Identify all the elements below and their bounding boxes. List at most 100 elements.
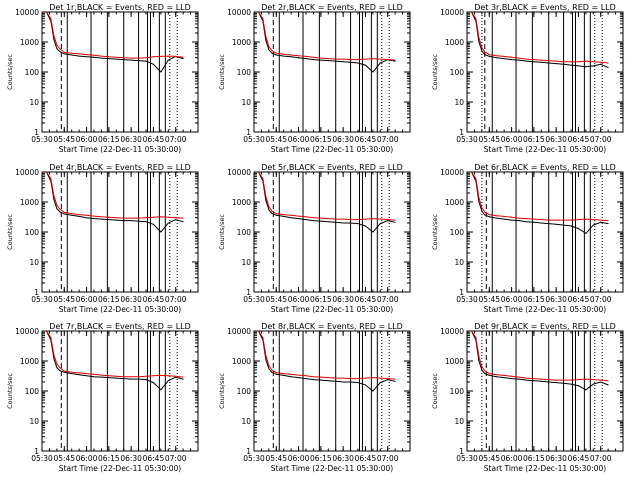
data-point-events — [290, 56, 292, 58]
data-point-events — [93, 56, 95, 58]
data-point-events — [335, 221, 337, 223]
x-tick-label: 05:45 — [478, 135, 500, 144]
plot-area — [46, 12, 184, 132]
data-point-events — [115, 58, 117, 60]
data-point-events — [570, 225, 572, 227]
panel-4: Det 4r,BLACK = Events, RED = LLD 1 10 100 10… — [6, 163, 199, 314]
data-point-events — [108, 219, 110, 221]
x-tick-label: 07:00 — [377, 135, 399, 144]
data-point-lld — [182, 217, 184, 219]
data-point-events — [56, 48, 58, 50]
data-point-events — [364, 64, 366, 66]
data-point-lld — [283, 53, 285, 55]
x-tick-label: 07:00 — [377, 454, 399, 463]
data-point-lld — [262, 178, 264, 180]
data-point-events — [56, 208, 58, 210]
data-point-lld — [86, 373, 88, 375]
y-tick-label: 100 — [450, 387, 465, 396]
data-point-events — [327, 380, 329, 382]
data-point-events — [145, 379, 147, 381]
y-tick-label: 10 — [454, 417, 464, 426]
data-point-events — [335, 60, 337, 62]
plot-frame — [253, 330, 411, 452]
x-tick-label: 05:30 — [31, 295, 53, 304]
data-point-lld — [394, 378, 396, 380]
data-point-lld — [86, 54, 88, 56]
data-point-lld — [327, 218, 329, 220]
data-point-lld — [100, 55, 102, 57]
data-point-events — [357, 382, 359, 384]
y-tick-label: 10000 — [440, 327, 464, 336]
data-point-lld — [511, 216, 513, 218]
data-point-lld — [342, 377, 344, 379]
data-point-lld — [63, 370, 65, 372]
data-point-lld — [484, 51, 486, 53]
y-tick-label: 10 — [241, 98, 251, 107]
data-point-lld — [488, 214, 490, 216]
data-point-lld — [372, 377, 374, 379]
data-point-events — [305, 219, 307, 221]
data-point-events — [86, 217, 88, 219]
data-point-lld — [265, 355, 267, 357]
y-tick-label: 100 — [237, 228, 252, 237]
data-point-lld — [50, 18, 52, 20]
x-tick-label: 06:00 — [501, 135, 523, 144]
data-point-events — [570, 383, 572, 385]
data-point-events — [350, 61, 352, 63]
panel-title: Det 8r,BLACK = Events, RED = LLD — [261, 322, 403, 331]
data-point-lld — [585, 218, 587, 220]
x-tick-label: 06:30 — [120, 135, 142, 144]
data-point-events — [312, 379, 314, 381]
y-axis-label: Counts/sec — [6, 373, 14, 409]
y-tick-label: 10000 — [227, 168, 251, 177]
data-point-events — [108, 377, 110, 379]
data-point-lld — [59, 48, 61, 50]
x-tick-label: 06:45 — [355, 454, 377, 463]
data-point-lld — [570, 219, 572, 221]
data-point-lld — [570, 61, 572, 63]
x-tick-label: 05:45 — [53, 454, 75, 463]
data-point-events — [298, 377, 300, 379]
data-point-lld — [335, 377, 337, 379]
data-point-events — [145, 60, 147, 62]
data-point-events — [265, 200, 267, 202]
data-point-events — [525, 379, 527, 381]
data-point-events — [394, 380, 396, 382]
x-tick-label: 05:45 — [265, 454, 287, 463]
series-line-events — [46, 172, 184, 233]
y-tick-label: 100 — [25, 228, 40, 237]
data-point-events — [481, 210, 483, 212]
data-point-events — [78, 215, 80, 217]
data-point-events — [533, 380, 535, 382]
data-point-lld — [496, 215, 498, 217]
data-point-events — [312, 220, 314, 222]
data-point-lld — [471, 172, 472, 173]
data-point-lld — [387, 378, 389, 380]
data-point-events — [71, 214, 73, 216]
data-point-events — [53, 358, 55, 360]
data-point-lld — [475, 18, 477, 20]
data-point-events — [607, 223, 609, 225]
data-point-lld — [115, 217, 117, 219]
data-point-events — [63, 53, 65, 55]
plot-area — [258, 12, 396, 132]
data-point-events — [298, 57, 300, 59]
data-point-events — [271, 371, 273, 373]
data-point-lld — [555, 60, 557, 62]
data-point-lld — [342, 58, 344, 60]
data-point-events — [283, 55, 285, 57]
x-axis-label: Start Time (22-Dec-11 05:30:00) — [59, 305, 181, 314]
data-point-lld — [481, 47, 483, 49]
series-line-lld — [471, 12, 609, 64]
data-point-events — [525, 221, 527, 223]
x-tick-label: 06:00 — [76, 295, 98, 304]
y-tick-label: 10000 — [15, 168, 39, 177]
data-point-lld — [123, 57, 125, 59]
data-point-events — [63, 371, 65, 373]
x-axis-label: Start Time (22-Dec-11 05:30:00) — [59, 464, 181, 473]
y-tick-label: 1000 — [445, 198, 464, 207]
x-axis-label: Start Time (22-Dec-11 05:30:00) — [484, 464, 606, 473]
data-point-lld — [56, 204, 58, 206]
data-point-events — [592, 383, 594, 385]
data-point-events — [265, 40, 267, 42]
